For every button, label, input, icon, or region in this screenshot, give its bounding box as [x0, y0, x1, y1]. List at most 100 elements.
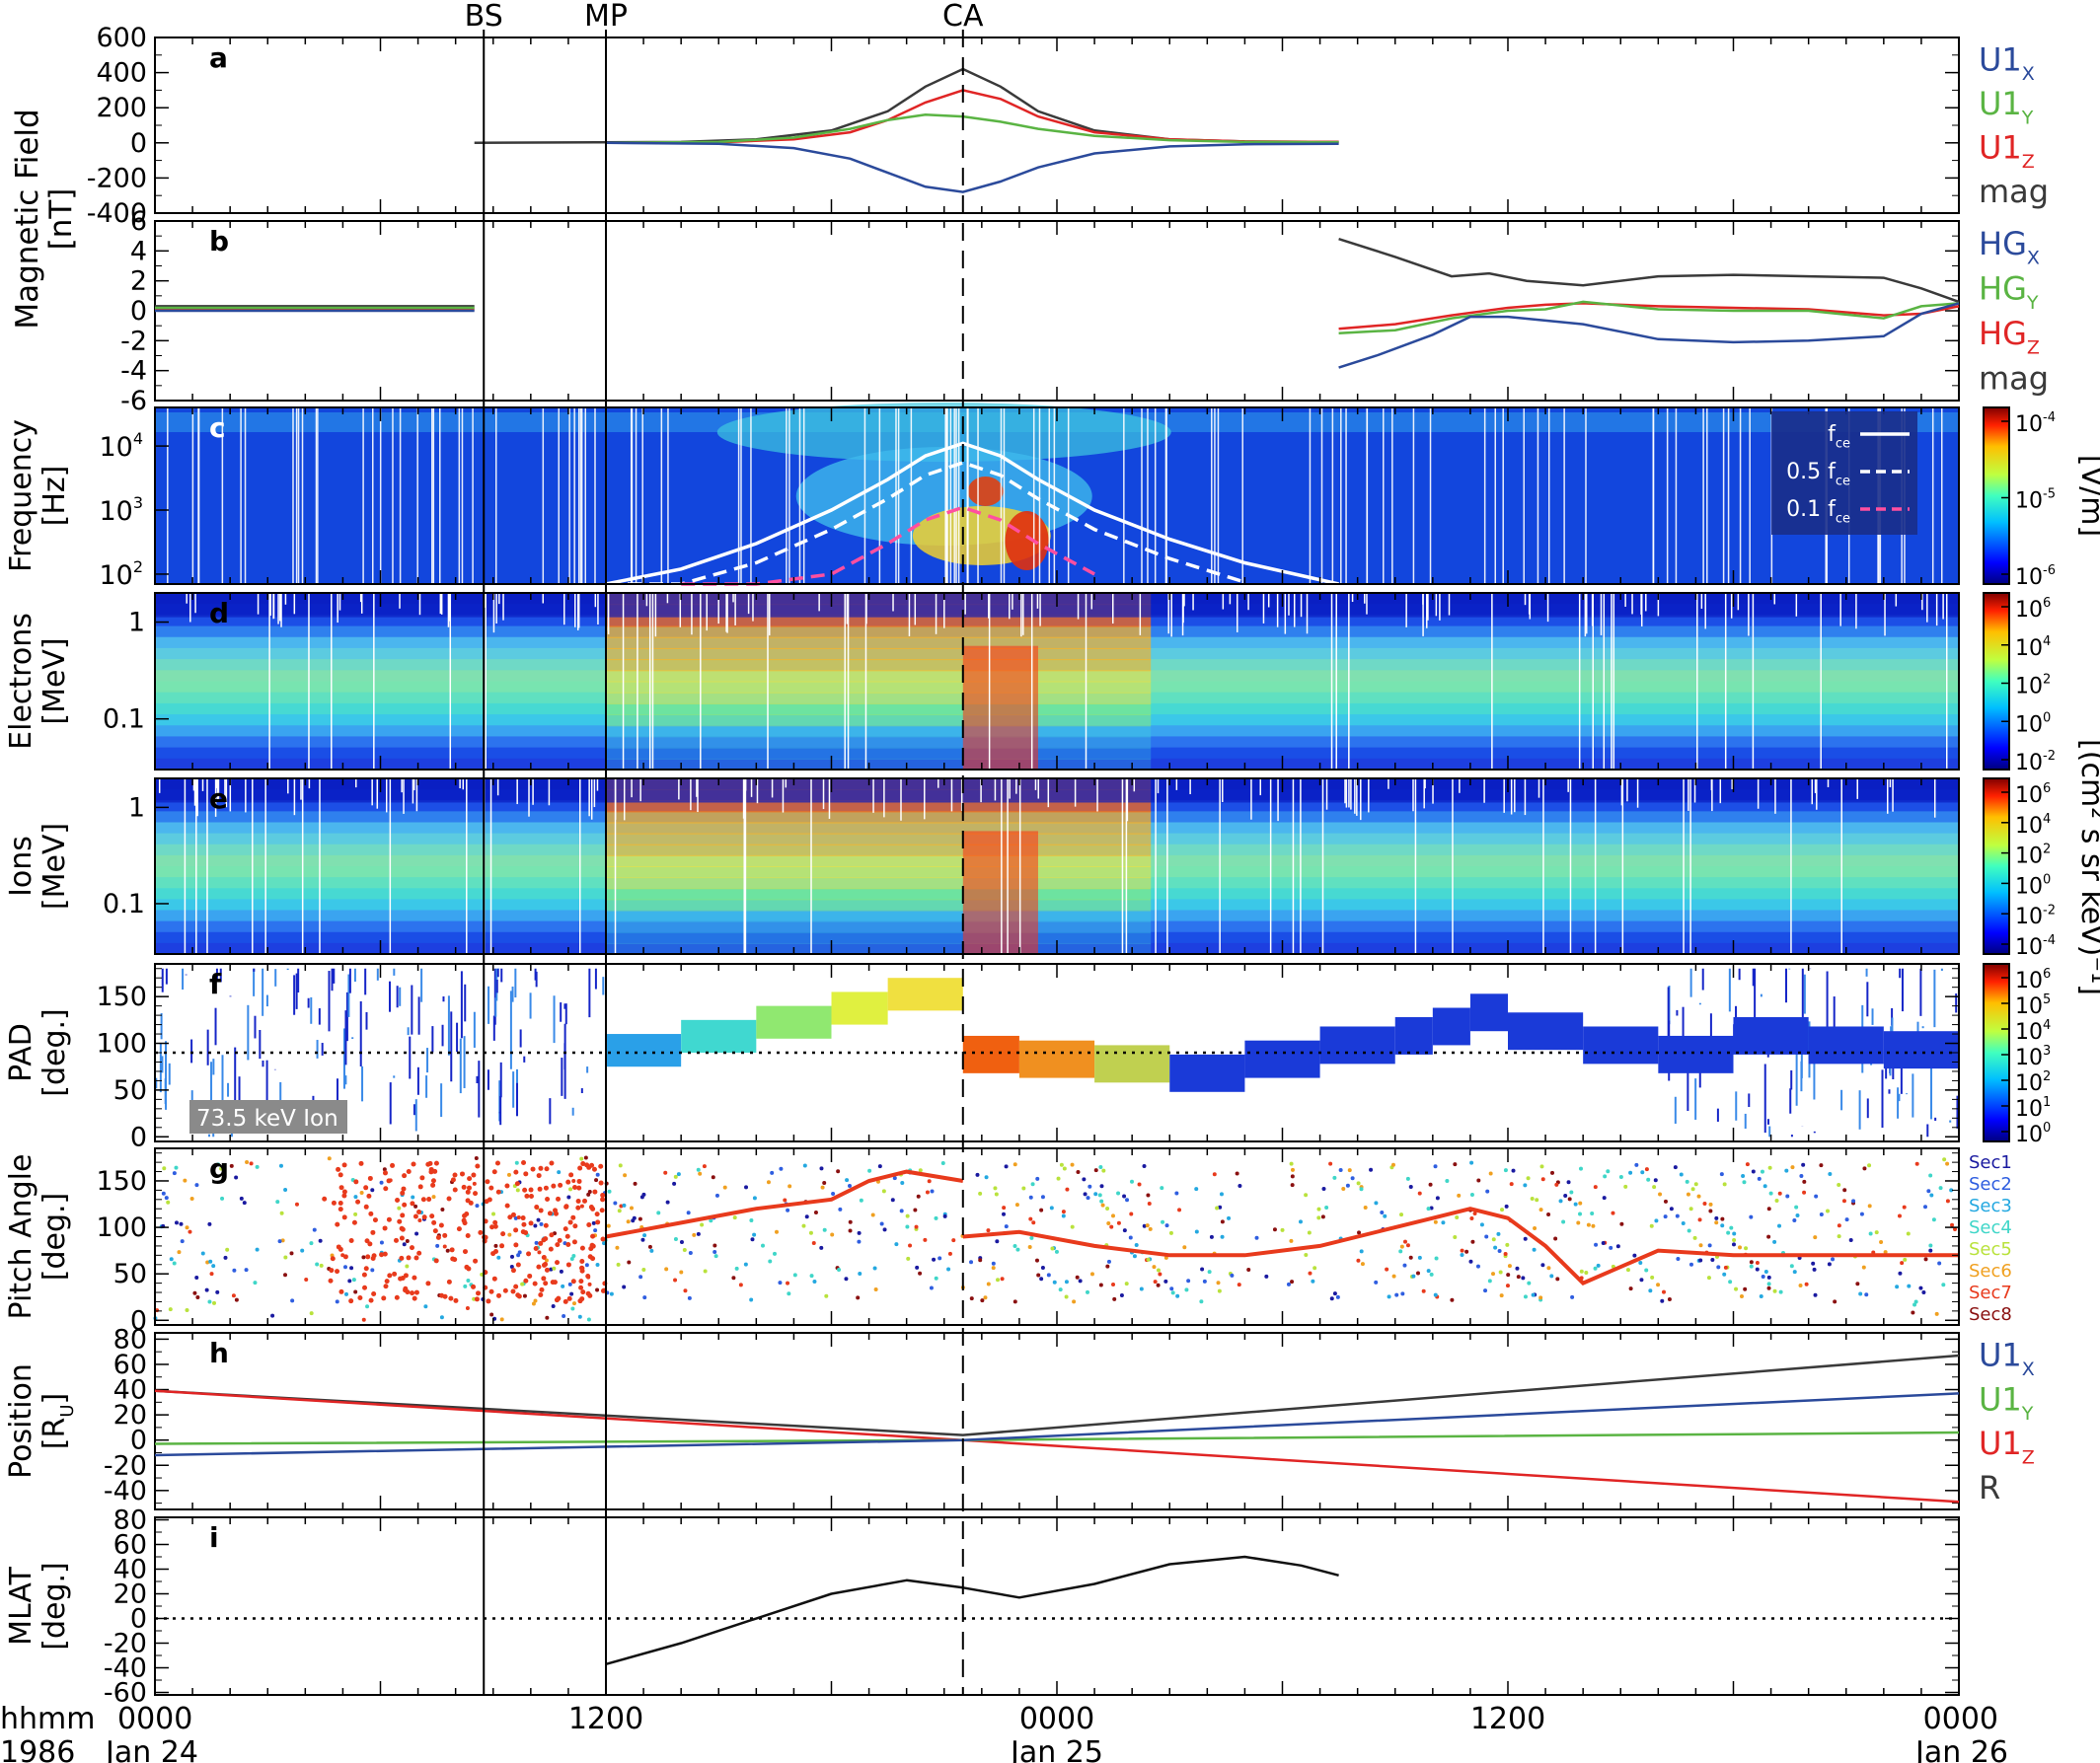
- sector-point: [722, 1185, 727, 1190]
- sector-point: [1844, 1217, 1849, 1222]
- sector-point: [1428, 1182, 1433, 1187]
- sector-point: [414, 1231, 419, 1236]
- sector-point: [244, 1268, 249, 1273]
- sector-point: [1813, 1292, 1818, 1297]
- pad-band-segment: [1094, 1045, 1170, 1083]
- sector-point: [491, 1212, 496, 1216]
- sector-point: [1644, 1167, 1649, 1172]
- sector-point: [980, 1298, 985, 1303]
- sector-point: [528, 1193, 534, 1199]
- sector-point: [772, 1251, 777, 1256]
- sector-point: [1106, 1259, 1111, 1264]
- y-tick-label: 80: [113, 1324, 147, 1355]
- sector-point: [400, 1212, 406, 1218]
- sector-point: [1408, 1184, 1413, 1189]
- sector-point: [1070, 1162, 1075, 1167]
- sector-point: [300, 1248, 305, 1253]
- sector-point: [1116, 1220, 1121, 1225]
- sector-point: [1766, 1286, 1771, 1290]
- sector-point: [1578, 1201, 1583, 1206]
- sector-point: [1194, 1187, 1199, 1192]
- sector-point: [433, 1258, 439, 1264]
- sector-point: [877, 1164, 882, 1169]
- sector-point: [938, 1256, 942, 1261]
- sector-point: [1663, 1199, 1668, 1204]
- panel-f-pad: 73.5 keV Ion: [154, 968, 1959, 1138]
- sector-point: [934, 1276, 938, 1281]
- sector-point: [172, 1171, 177, 1176]
- sector-point: [1357, 1230, 1362, 1235]
- legend-b-hgx: HGX: [1979, 225, 2040, 269]
- sector-point: [386, 1216, 392, 1222]
- spectrogram-peak: [1005, 511, 1049, 570]
- sector-point: [1714, 1215, 1719, 1220]
- sector-point: [495, 1189, 501, 1195]
- sector-point: [1429, 1272, 1434, 1277]
- sector-point: [1209, 1234, 1214, 1239]
- pad-band-segment: [1583, 1026, 1659, 1065]
- sector-point: [504, 1183, 510, 1189]
- sector-point: [1688, 1262, 1693, 1267]
- sector-point: [569, 1291, 574, 1296]
- sector-point: [1938, 1186, 1943, 1191]
- colorbar-tick-label: 104: [2015, 812, 2051, 839]
- y-tick-label: 50: [113, 1259, 147, 1289]
- sector-point: [1660, 1298, 1665, 1303]
- y-tick-label: -60: [104, 1678, 147, 1709]
- sector-point: [347, 1279, 352, 1284]
- panel-b-series-3: [155, 302, 1960, 369]
- sector-point: [1708, 1209, 1713, 1213]
- sector-point: [879, 1221, 884, 1226]
- sector-point: [1046, 1273, 1051, 1278]
- sector-point: [770, 1170, 775, 1175]
- sector-point: [1673, 1165, 1678, 1170]
- sector-point: [338, 1185, 344, 1191]
- sector-point: [1246, 1267, 1251, 1272]
- sector-point: [986, 1228, 991, 1233]
- sector-point: [174, 1165, 179, 1170]
- sector-point: [844, 1277, 849, 1282]
- sector-point: [304, 1277, 309, 1282]
- sector-point: [1227, 1215, 1232, 1220]
- sector-point: [446, 1196, 452, 1202]
- sector-point: [533, 1246, 539, 1252]
- sector-point: [1523, 1236, 1528, 1241]
- sector-point: [1804, 1282, 1809, 1286]
- sector-point: [394, 1237, 400, 1243]
- sector-point: [1479, 1222, 1484, 1227]
- sector-point: [551, 1304, 556, 1309]
- sector-point: [528, 1220, 534, 1226]
- sector-point: [507, 1232, 512, 1237]
- sector-point: [223, 1255, 228, 1260]
- sector-point: [1687, 1228, 1691, 1233]
- sector-point: [494, 1160, 500, 1166]
- sector-point: [1685, 1179, 1689, 1184]
- sector-point: [335, 1299, 339, 1304]
- sector-point: [1036, 1273, 1041, 1278]
- y-tick-label: -20: [104, 1450, 147, 1481]
- sector-point: [900, 1180, 905, 1185]
- y-tick-label: 150: [96, 982, 147, 1012]
- y-tick-label: -400: [87, 198, 147, 229]
- magnetic-field-unit: [nT]: [43, 188, 79, 251]
- y-axis-label-line: [MeV]: [38, 823, 72, 910]
- sector-point: [1763, 1269, 1768, 1274]
- y-axis-label-line: Pitch Angle: [4, 1154, 38, 1320]
- sector-point: [1105, 1264, 1110, 1269]
- sector-point: [353, 1289, 358, 1294]
- sector-point: [1777, 1191, 1782, 1196]
- y-axis-label-line: Position: [4, 1363, 38, 1479]
- sector-point: [1332, 1175, 1337, 1180]
- sector-point: [1184, 1287, 1189, 1292]
- y-tick-label: 4: [130, 236, 147, 266]
- sector-point: [279, 1211, 284, 1215]
- y-tick-label: 0: [130, 1604, 147, 1635]
- sector-point: [315, 1262, 320, 1267]
- sector-point: [431, 1219, 437, 1225]
- sector-point: [1056, 1176, 1061, 1181]
- sector-point: [642, 1233, 647, 1238]
- y-axis-label-line: [deg.]: [38, 1193, 72, 1282]
- sector-point: [502, 1287, 508, 1293]
- sector-point: [698, 1171, 703, 1176]
- colorbar-tick-label: 106: [2015, 781, 2051, 808]
